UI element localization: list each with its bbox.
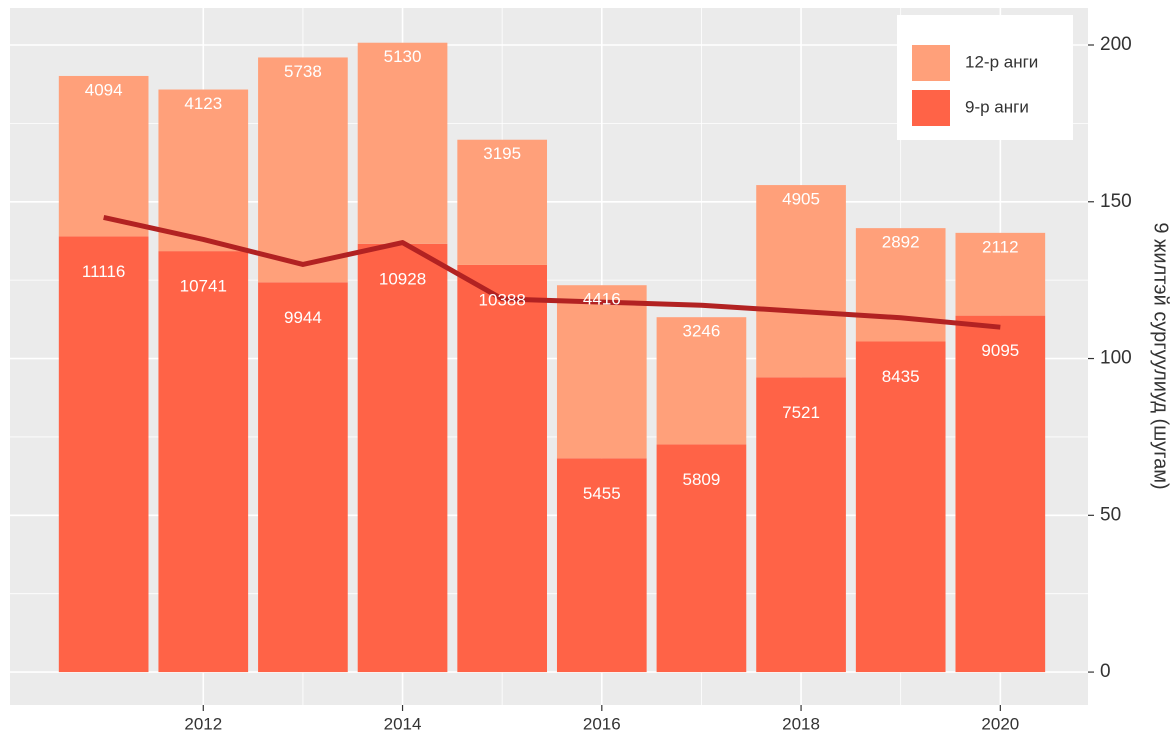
y2-tick-label: 50 xyxy=(1100,504,1121,525)
legend: 12-р анги 9-р анги xyxy=(897,15,1073,140)
data-label: 2112 xyxy=(982,237,1019,256)
data-label: 4905 xyxy=(782,190,820,209)
data-label: 2892 xyxy=(882,233,920,252)
bar xyxy=(457,264,548,673)
data-label: 5738 xyxy=(284,62,322,81)
bar xyxy=(556,458,647,673)
overlay: 11116 4094 10741 4123 9944 5738 10928 5130 10388… xyxy=(82,47,1019,503)
x-tick-label: 2016 xyxy=(583,714,621,733)
bar xyxy=(756,377,846,673)
legend-label: 12-р анги xyxy=(965,52,1038,71)
line xyxy=(103,215,1001,330)
data-label: 9095 xyxy=(981,341,1019,360)
bar xyxy=(756,185,846,378)
y2-tick-label: 200 xyxy=(1100,34,1132,55)
data-label: 10928 xyxy=(379,269,426,288)
bar xyxy=(556,285,647,459)
bar xyxy=(58,236,149,673)
bar xyxy=(357,42,448,244)
bar xyxy=(357,243,448,673)
bar xyxy=(457,139,548,265)
data-label: 4123 xyxy=(184,94,222,113)
x-tick-label: 2020 xyxy=(981,714,1019,733)
data-label: 5455 xyxy=(583,484,621,503)
bar xyxy=(158,89,249,252)
data-label: 5130 xyxy=(384,47,422,66)
legend-key xyxy=(912,45,950,81)
legend-key xyxy=(912,90,950,126)
y2-tick-label: 0 xyxy=(1100,661,1111,682)
data-label: 4416 xyxy=(583,290,621,309)
data-label: 4094 xyxy=(85,80,123,99)
data-label: 10741 xyxy=(180,277,227,296)
bar xyxy=(656,444,747,673)
bars xyxy=(58,42,1046,673)
bar xyxy=(855,341,946,673)
data-label: 5809 xyxy=(683,470,721,489)
y2-tick-label: 150 xyxy=(1100,191,1132,212)
bar xyxy=(955,315,1046,673)
data-label: 8435 xyxy=(882,367,920,386)
data-label: 11116 xyxy=(82,262,126,281)
data-label: 10388 xyxy=(479,290,526,309)
legend-label: 9-р анги xyxy=(965,97,1029,116)
bar xyxy=(58,75,149,237)
bar xyxy=(158,251,249,673)
bar xyxy=(258,282,348,673)
bar xyxy=(955,232,1046,316)
data-label: 9944 xyxy=(284,308,322,327)
x-tick-label: 2012 xyxy=(184,714,222,733)
x-tick-label: 2014 xyxy=(384,714,422,733)
bar xyxy=(656,317,747,445)
y2-tick-label: 100 xyxy=(1100,348,1132,369)
data-label: 3195 xyxy=(483,144,521,163)
x-tick-label: 2018 xyxy=(782,714,820,733)
data-label: 3246 xyxy=(683,322,721,341)
data-label: 7521 xyxy=(782,403,820,422)
bar xyxy=(258,57,348,283)
y2-axis-title: 9 жилтэй сургуулиуд (шугам) xyxy=(1150,222,1172,489)
